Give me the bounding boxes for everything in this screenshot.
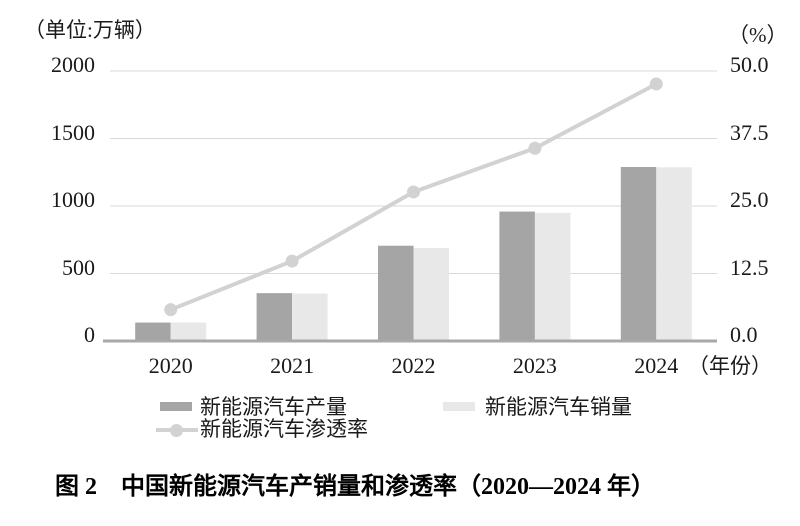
left-axis-tick-label: 500: [62, 254, 95, 280]
sales-bar: [170, 322, 207, 341]
legend-label-penetration: 新能源汽车渗透率: [200, 417, 368, 441]
sales-bar: [534, 212, 571, 341]
left-axis-tick-label: 1500: [51, 119, 95, 145]
right-axis-tick-label: 50.0: [730, 52, 769, 77]
x-axis-tick-label: 2020: [148, 353, 193, 378]
left-axis-tick-label: 0: [84, 322, 95, 347]
penetration-marker: [649, 77, 663, 91]
left-axis-unit-label: （单位:万辆）: [24, 18, 156, 42]
production-bar: [256, 293, 293, 341]
legend-marker-penetration-icon: [170, 424, 183, 437]
x-axis-tick-label: 2022: [391, 353, 436, 378]
right-axis-tick-label: 12.5: [730, 254, 769, 280]
legend-swatch-production: [160, 402, 192, 411]
penetration-marker: [285, 254, 299, 268]
sales-bar: [656, 167, 692, 341]
penetration-marker: [164, 303, 178, 317]
x-axis-tick-label: 2023: [512, 353, 557, 378]
x-axis-tick-label: 2021: [270, 353, 315, 378]
left-axis-tick-label: 2000: [51, 52, 95, 77]
production-bar: [135, 322, 171, 341]
sales-bar: [413, 248, 449, 341]
production-bar: [378, 245, 414, 341]
right-axis-tick-label: 25.0: [730, 187, 769, 212]
plot-area: [103, 70, 717, 343]
production-bar: [499, 211, 535, 341]
right-axis-tick-label: 0.0: [730, 322, 758, 347]
legend-label-sales: 新能源汽车销量: [485, 395, 632, 419]
production-bar: [620, 167, 657, 341]
legend-label-production: 新能源汽车产量: [200, 395, 347, 419]
x-axis-suffix-label: （年份）: [688, 354, 772, 378]
figure-caption: 图 2 中国新能源汽车产销量和渗透率（2020—2024 年）: [55, 474, 655, 500]
x-axis-tick-label: 2024: [634, 353, 679, 378]
right-axis-unit-label: （%）: [728, 23, 788, 47]
penetration-marker: [407, 185, 420, 199]
sales-bar: [292, 293, 328, 341]
right-axis-tick-label: 37.5: [730, 119, 769, 145]
legend-swatch-sales: [443, 402, 475, 411]
left-axis-tick-label: 1000: [51, 187, 95, 212]
penetration-marker: [528, 141, 542, 155]
